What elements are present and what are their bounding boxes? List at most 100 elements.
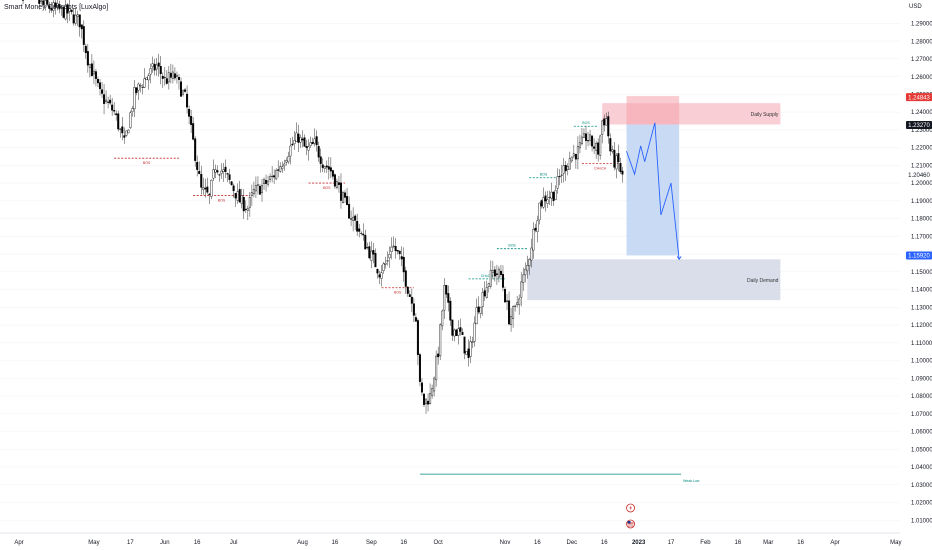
candle-body bbox=[497, 268, 500, 278]
candle-body bbox=[190, 116, 193, 125]
time-axis[interactable]: Apr May 17 Jun 16 Jul Aug 16 Sep 16 Oct Nov 16 Dec 16 2… bbox=[14, 540, 901, 546]
y-tick-label: 1.20000 bbox=[911, 181, 932, 187]
price-label: 1.24843 bbox=[908, 95, 930, 101]
y-tick-label: 1.17000 bbox=[911, 234, 932, 240]
candle-body bbox=[311, 142, 314, 145]
candle-body bbox=[103, 94, 106, 104]
candle-body bbox=[378, 274, 381, 278]
candle-body bbox=[242, 197, 245, 212]
price-label-bg bbox=[906, 170, 932, 179]
candle-body bbox=[572, 153, 575, 157]
currency-label: USD bbox=[909, 4, 922, 10]
candle-body bbox=[607, 116, 610, 137]
candle-body bbox=[165, 78, 168, 84]
candle-body bbox=[299, 137, 302, 143]
y-tick-label: 1.14000 bbox=[911, 288, 932, 294]
y-tick-label: 1.09000 bbox=[911, 376, 932, 382]
candle-body bbox=[346, 196, 349, 206]
candle-body bbox=[396, 249, 399, 252]
candle-body bbox=[499, 270, 502, 275]
candle-body bbox=[514, 305, 517, 307]
us-flag-event-icon[interactable] bbox=[626, 519, 635, 529]
price-label-bg bbox=[906, 93, 932, 102]
candle-body bbox=[271, 175, 274, 177]
lightning-event-icon[interactable] bbox=[626, 503, 635, 513]
bullish-structure-line-label: Weak Low bbox=[683, 479, 700, 483]
candle-body bbox=[558, 176, 561, 178]
x-tick-label: 16 bbox=[332, 540, 339, 546]
candle-body bbox=[542, 197, 545, 208]
candle-body bbox=[358, 228, 361, 232]
candle-body bbox=[293, 140, 296, 144]
candle-body bbox=[333, 174, 336, 187]
candle-body bbox=[186, 93, 189, 108]
candle-body bbox=[123, 135, 126, 138]
candle-body bbox=[621, 170, 624, 175]
candle-body bbox=[101, 89, 104, 94]
candle-body bbox=[374, 253, 377, 268]
candle-body bbox=[234, 193, 237, 199]
candle-body bbox=[54, 2, 57, 8]
candle-body bbox=[285, 160, 288, 163]
candle-body bbox=[382, 263, 385, 272]
candle-body bbox=[504, 289, 507, 303]
candle-body bbox=[508, 300, 511, 325]
candle-body bbox=[528, 259, 531, 267]
candle-body bbox=[289, 145, 292, 157]
candle-body bbox=[431, 388, 434, 396]
candle-body bbox=[131, 108, 134, 112]
event-icons[interactable] bbox=[626, 503, 635, 529]
candle-body bbox=[208, 193, 211, 195]
candle-body bbox=[238, 189, 241, 203]
x-tick-label: Sep bbox=[366, 540, 377, 546]
candle-body bbox=[281, 166, 284, 170]
candle-body bbox=[512, 306, 515, 319]
candle-body bbox=[619, 162, 622, 172]
candle-body bbox=[90, 63, 93, 77]
candle-body bbox=[269, 176, 272, 180]
candle-body bbox=[495, 273, 498, 275]
candle-body bbox=[60, 6, 63, 8]
x-tick-label: 16 bbox=[601, 540, 608, 546]
candle-body bbox=[96, 79, 99, 84]
candle-body bbox=[153, 63, 156, 71]
candle-body bbox=[609, 138, 612, 152]
indicator-legend[interactable]: Smart Money Concepts [LuxAlgo] bbox=[4, 4, 109, 11]
projected-price-path bbox=[626, 122, 680, 260]
candle-body bbox=[562, 165, 565, 174]
candle-body bbox=[370, 250, 373, 261]
candle-body bbox=[520, 281, 523, 298]
candle-body bbox=[354, 215, 357, 221]
candle-body bbox=[593, 146, 596, 149]
candle-body bbox=[157, 62, 160, 67]
candle-body bbox=[578, 142, 581, 149]
candle-body bbox=[240, 195, 243, 204]
candle-body bbox=[380, 272, 383, 279]
price-label: 1.15920 bbox=[908, 254, 930, 260]
candle-body bbox=[548, 197, 551, 199]
candle-body bbox=[265, 180, 268, 184]
x-tick-label: Aug bbox=[297, 540, 308, 546]
candle-body bbox=[477, 306, 480, 313]
candle-body bbox=[423, 393, 426, 405]
candle-body bbox=[534, 227, 537, 231]
candle-body bbox=[400, 256, 403, 260]
y-tick-label: 1.06000 bbox=[911, 430, 932, 436]
candle-body bbox=[337, 182, 340, 185]
candle-body bbox=[22, 0, 25, 1]
price-label-bg bbox=[906, 121, 932, 130]
y-tick-label: 1.01000 bbox=[911, 518, 932, 524]
candle-body bbox=[52, 2, 55, 11]
candle-body bbox=[111, 104, 114, 111]
candle-body bbox=[390, 246, 393, 253]
candle-body bbox=[74, 14, 77, 24]
candle-body bbox=[80, 24, 83, 30]
candle-body bbox=[469, 341, 472, 357]
candle-body bbox=[279, 166, 282, 172]
candle-body bbox=[352, 216, 355, 221]
candle-body bbox=[206, 186, 209, 193]
candle-body bbox=[459, 327, 462, 332]
x-tick-label: 16 bbox=[534, 540, 541, 546]
candle-body bbox=[530, 247, 533, 261]
